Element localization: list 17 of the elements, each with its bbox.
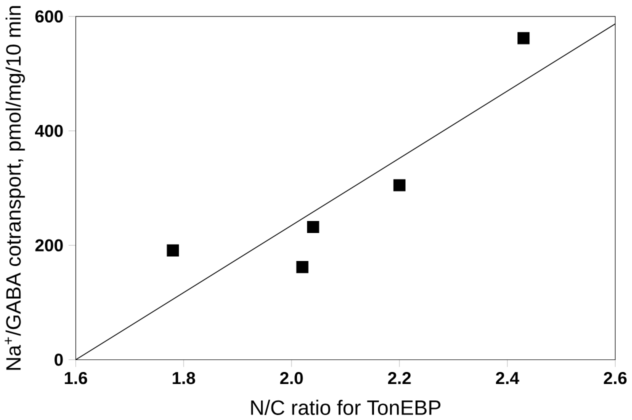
point — [393, 179, 406, 192]
y-axis-title: Na$^{+}$/GABA cotransport, pmol/mg/10 min — [4, 6, 25, 370]
point — [166, 244, 179, 257]
x-tick-label: 2.4 — [496, 372, 520, 384]
x-tick-label: 1.6 — [64, 372, 88, 384]
y-tick-label: 200 — [35, 239, 63, 252]
x-axis-title: N/C ratio for TonEBP — [251, 400, 440, 416]
y-tick-label: 0 — [54, 354, 63, 366]
x-tick-label: 2.0 — [280, 372, 303, 384]
y-tick-label: 400 — [35, 124, 63, 138]
point — [307, 221, 320, 234]
x-tick-label: 2.2 — [388, 372, 411, 384]
x-tick-label: 2.6 — [604, 372, 627, 384]
point — [296, 261, 308, 274]
point — [517, 32, 530, 44]
y-tick-label: 600 — [35, 10, 63, 23]
x-tick-label: 1.8 — [172, 372, 196, 384]
